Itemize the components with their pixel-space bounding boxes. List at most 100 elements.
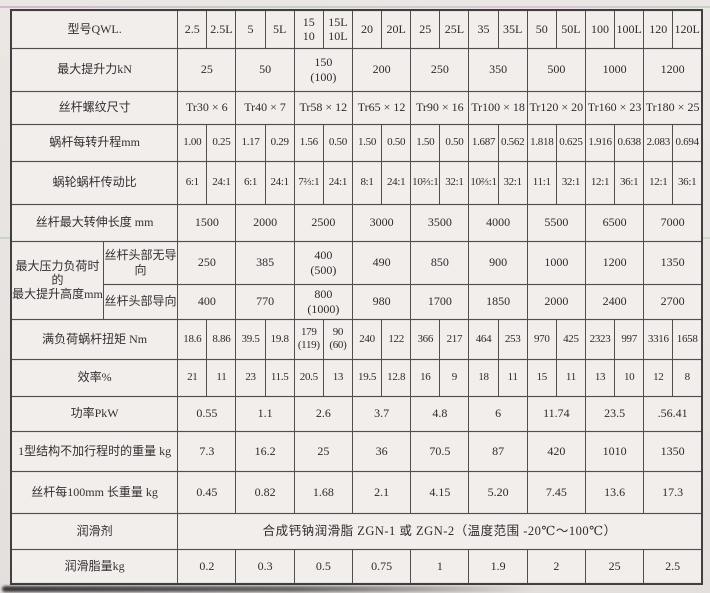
table-cell: 2.5 [177, 9, 208, 49]
table-cell: 8 [672, 358, 703, 397]
table-cell: 217 [439, 318, 470, 360]
table-cell: 5 [235, 9, 266, 49]
table-cell: 1.818 [526, 123, 557, 162]
table-cell: 1200 [584, 240, 645, 285]
table-cell: 6500 [584, 203, 645, 242]
table-cell: 0.638 [614, 123, 645, 162]
row-model: 型号QWL. 2.5 2.5L 5 5L 15 10 15L 10L 20 20L 25 25L 3… [10, 9, 703, 49]
table-cell: 13 [322, 358, 353, 397]
row-label-gear-ratio: 蜗轮蜗杆传动比 [10, 160, 179, 205]
row-gear-ratio: 蜗轮蜗杆传动比 6:1 24:1 6:1 24:1 7⅔:1 24:1 8:1 24:1 10⅔… [10, 160, 703, 205]
table-cell: 4.8 [410, 395, 470, 432]
table-cell: 20L [381, 9, 412, 49]
table-cell: 0.55 [177, 395, 237, 432]
table-cell: 1.50 [410, 123, 441, 162]
table-cell: 39.5 [235, 318, 266, 360]
table-cell: 7000 [643, 203, 703, 242]
table-cell: 1000 [526, 240, 586, 285]
table-cell: 50 [526, 9, 557, 49]
table-cell: 0.82 [235, 470, 295, 514]
table-cell: 32:1 [439, 160, 470, 205]
row-lift-per-rev: 蜗杆每转升程mm 1.00 0.25 1.17 0.29 1.56 0.50 1.50 0.5… [10, 123, 703, 162]
table-cell: 23.5 [584, 395, 645, 432]
table-cell: 0.50 [439, 123, 470, 162]
table-cell: Tr100 × 18 [468, 90, 528, 125]
row-label-weight: 1型结构不加行程时的重量 kg [10, 430, 179, 472]
table-cell: 25 [584, 548, 645, 585]
row-label-model: 型号QWL. [10, 9, 179, 49]
row-label-max-lift-height: 最大压力负荷时的 最大提升高度mm [10, 240, 104, 320]
table-cell: 980 [351, 283, 412, 320]
table-cell: 11 [206, 358, 237, 397]
table-cell: 1.916 [584, 123, 616, 162]
table-cell: 400 (500) [293, 240, 353, 285]
table-cell: 36:1 [614, 160, 645, 205]
table-cell: 50 [235, 47, 295, 92]
table-cell: 2 [526, 548, 586, 585]
table-cell: 11 [497, 358, 528, 397]
table-cell: 11.5 [264, 358, 295, 397]
table-cell: Tr58 × 12 [293, 90, 353, 125]
row-max-force: 最大提升力kN 25 50 150 (100) 200 250 350 500 1000 120… [10, 47, 703, 92]
table-cell: 1.00 [177, 123, 208, 162]
table-cell: 200 [351, 47, 412, 92]
table-cell: 6:1 [235, 160, 266, 205]
table-cell: 18.6 [177, 318, 208, 360]
spec-table: 型号QWL. 2.5 2.5L 5 5L 15 10 15L 10L 20 20L 25 25L 3… [10, 9, 703, 585]
table-cell: 35 [468, 9, 499, 49]
row-screw-weight: 丝杆每100mm 长重量 kg 0.45 0.82 1.68 2.1 4.15 5.20 7… [10, 470, 703, 514]
table-cell: 1350 [643, 430, 703, 472]
table-cell: 0.50 [322, 123, 353, 162]
table-cell: 1700 [410, 283, 470, 320]
table-cell: 20.5 [293, 358, 324, 397]
row-efficiency: 效率% 21 11 23 11.5 20.5 13 19.5 12.8 16 9 18 11 15 11 1… [10, 358, 703, 397]
table-cell: 1 [410, 548, 470, 585]
row-weight: 1型结构不加行程时的重量 kg 7.3 16.2 25 36 70.5 87 420 1010… [10, 430, 703, 472]
table-cell: 1.68 [293, 470, 353, 514]
table-cell: Tr65 × 12 [351, 90, 412, 125]
table-cell: 2.1 [351, 470, 412, 514]
table-cell: 2.6 [293, 395, 353, 432]
row-label-lift-per-rev: 蜗杆每转升程mm [10, 123, 179, 162]
table-cell: 7.45 [526, 470, 586, 514]
table-cell: 21 [177, 358, 208, 397]
table-cell: 100L [614, 9, 645, 49]
table-cell: 9 [439, 358, 470, 397]
table-cell: 2400 [584, 283, 645, 320]
table-cell: 6:1 [177, 160, 208, 205]
row-label-max-extend-length: 丝杆最大转伸长度 mm [10, 203, 179, 242]
table-cell: 490 [351, 240, 412, 285]
table-cell: 850 [410, 240, 470, 285]
table-cell: 350 [468, 47, 528, 92]
row-lubricant: 润滑剂 合成钙钠润滑脂 ZGN-1 或 ZGN-2（温度范围 -20℃～100℃… [10, 512, 703, 550]
table-cell: 2700 [643, 283, 703, 320]
table-cell: 3.7 [351, 395, 412, 432]
table-cell: 1.17 [235, 123, 266, 162]
table-cell: 253 [497, 318, 528, 360]
table-cell: 1010 [584, 430, 645, 472]
table-cell: 0.45 [177, 470, 237, 514]
row-power: 功率PkW 0.55 1.1 2.6 3.7 4.8 6 11.74 23.5.56.41 [10, 395, 703, 432]
table-cell: Tr120 × 20 [526, 90, 586, 125]
table-cell: 0.2 [177, 548, 237, 585]
table-cell: 36:1 [672, 160, 703, 205]
table-cell: Tr180 × 25 [643, 90, 703, 125]
table-cell: 3316 [643, 318, 674, 360]
table-cell: 240 [351, 318, 383, 360]
table-cell: Tr160 × 23 [584, 90, 645, 125]
scan-artifact-streak [0, 6, 710, 8]
row-thread-size: 丝杆螺纹尺寸 Tr30 × 6 Tr40 × 7 Tr58 × 12 Tr65 × 1… [10, 90, 703, 125]
table-cell: 120L [672, 9, 703, 49]
row-max-lift-height-unguided: 最大压力负荷时的 最大提升高度mm 丝杆头部无导向 250 385 400 (500… [10, 240, 703, 320]
table-cell: 32:1 [497, 160, 528, 205]
table-cell: 2.083 [643, 123, 674, 162]
table-cell: 10⅔:1 [468, 160, 499, 205]
table-cell: 12:1 [643, 160, 674, 205]
table-cell: 16.2 [235, 430, 295, 472]
table-cell: 120 [643, 9, 674, 49]
table-cell: 16 [410, 358, 441, 397]
row-full-load-torque: 满负荷蜗杆扭矩 Nm 18.6 8.86 39.5 19.8 179 (119) 90 (… [10, 318, 703, 360]
table-cell: 1200 [643, 47, 703, 92]
table-cell: 3500 [410, 203, 470, 242]
